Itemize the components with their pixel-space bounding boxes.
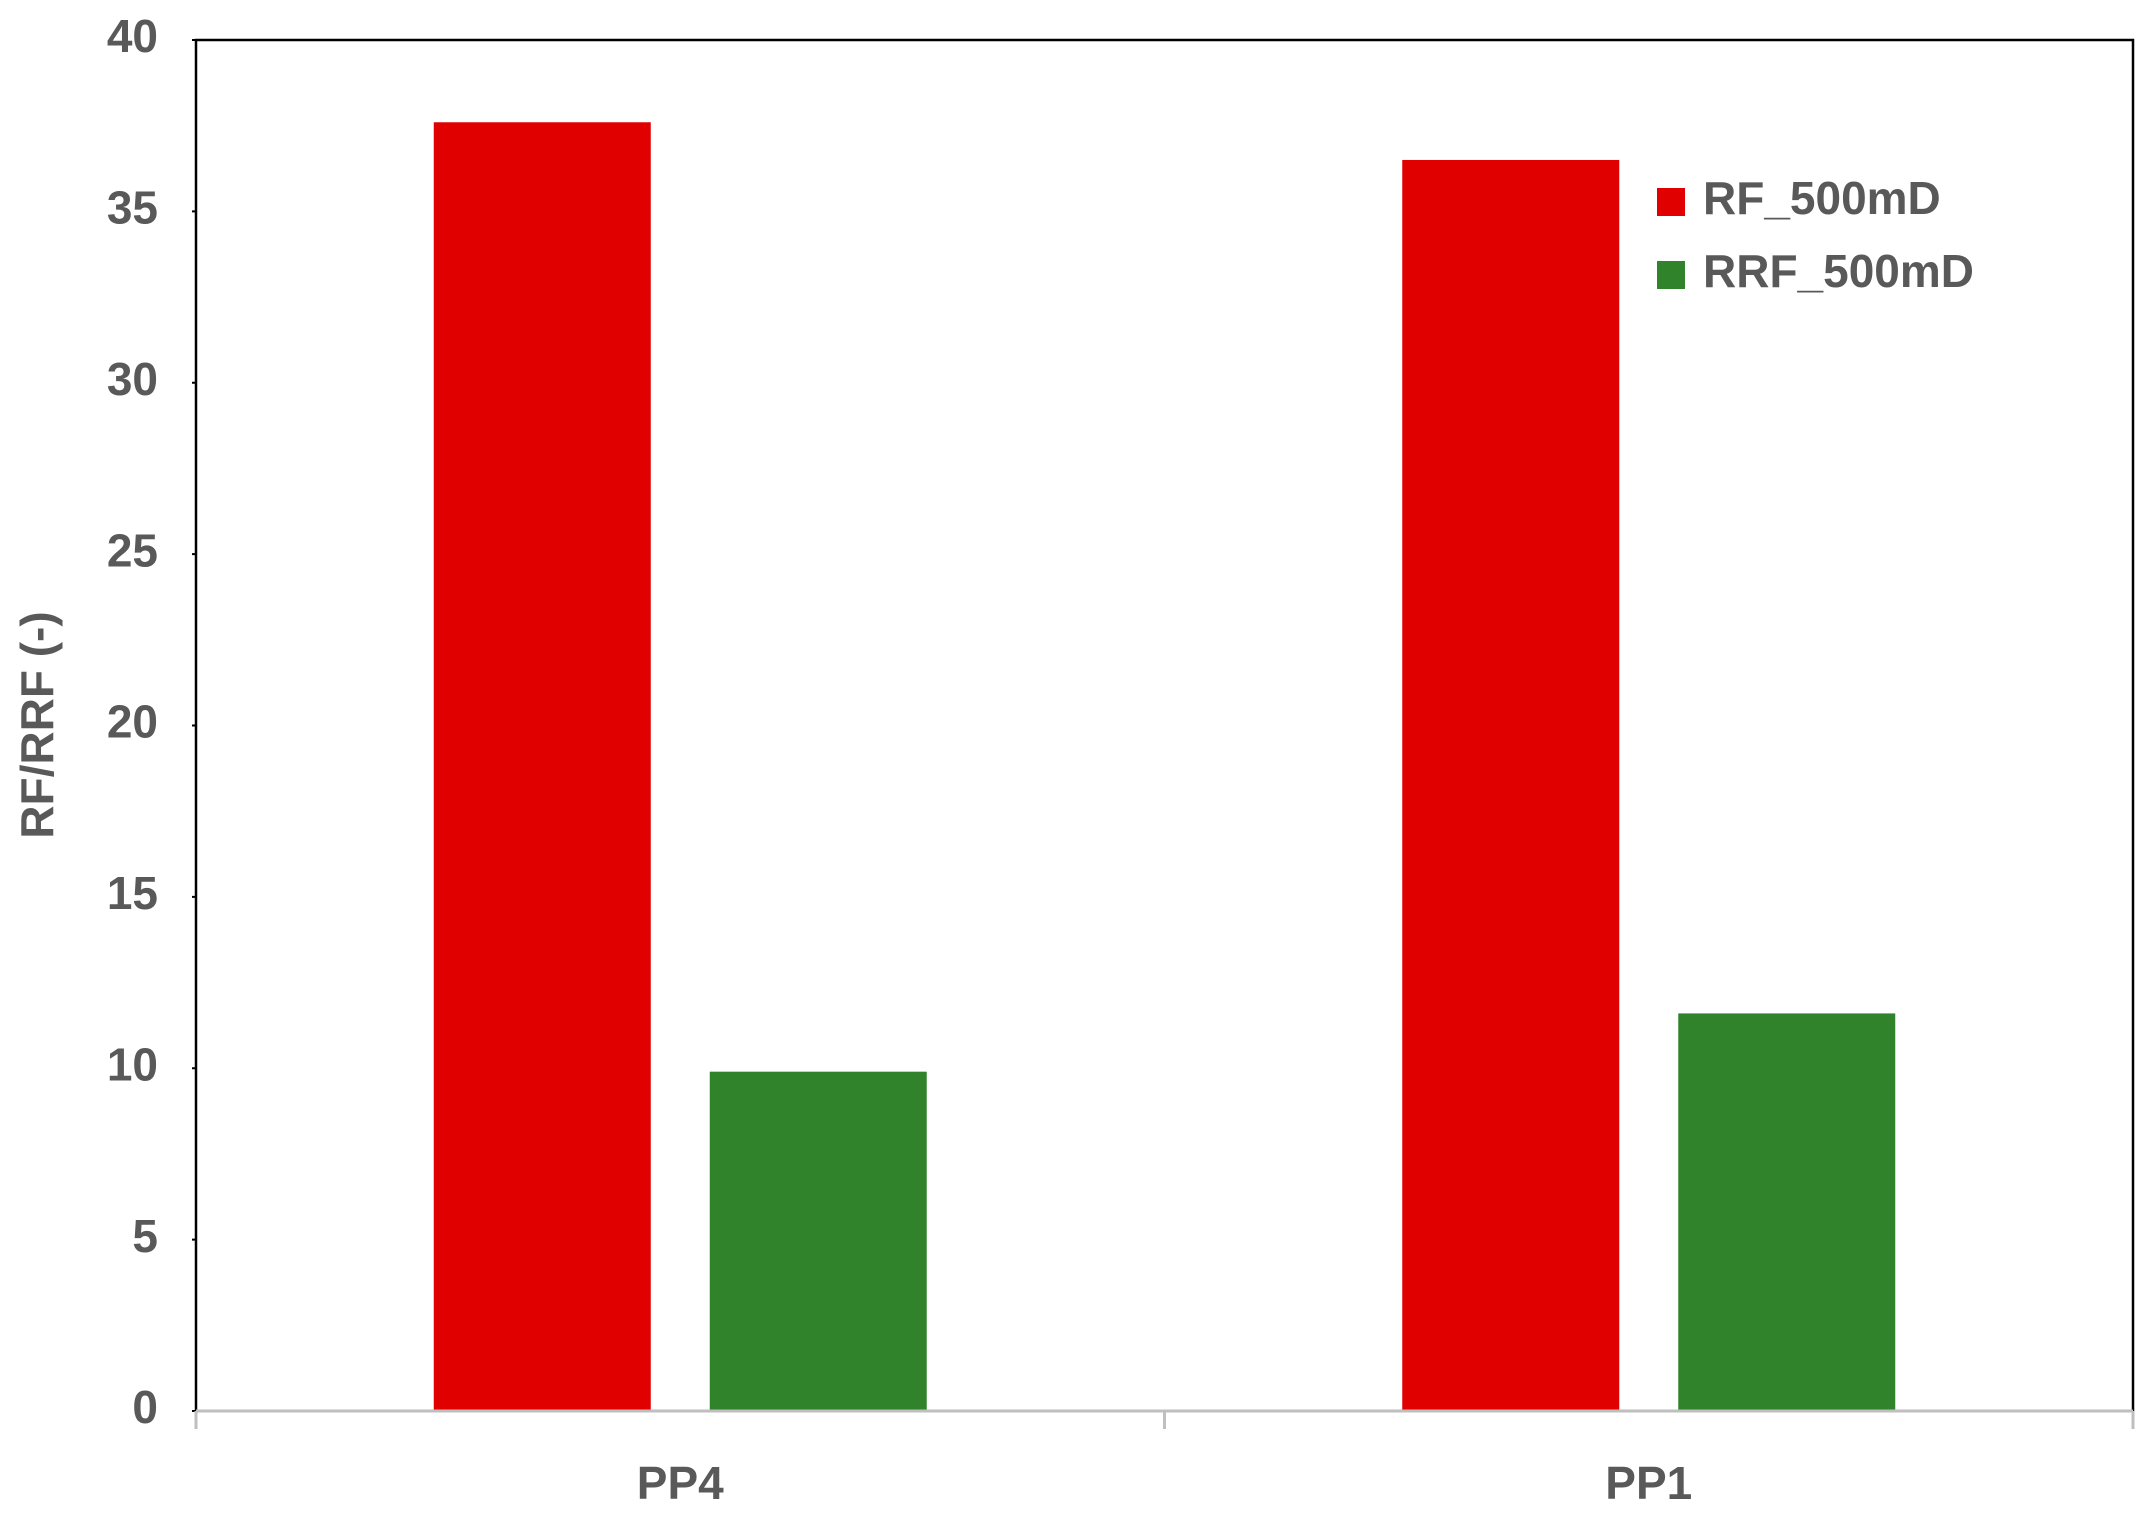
y-tick-label: 25 [107, 524, 158, 576]
y-tick-label: 0 [132, 1381, 158, 1433]
y-axis-label: RF/RRF (-) [11, 611, 63, 838]
bar [433, 122, 651, 1411]
legend-swatch [1657, 261, 1685, 289]
y-tick-label: 20 [107, 696, 158, 748]
x-tick-label: PP1 [1605, 1457, 1692, 1509]
legend-swatch [1657, 188, 1685, 216]
bar [1678, 1013, 1896, 1411]
legend-label: RRF_500mD [1703, 245, 1974, 297]
y-tick-label: 40 [107, 10, 158, 62]
bar [709, 1071, 927, 1411]
bar [1402, 159, 1620, 1411]
y-tick-label: 10 [107, 1038, 158, 1090]
y-tick-label: 35 [107, 182, 158, 234]
y-tick-label: 30 [107, 353, 158, 405]
y-tick-label: 5 [132, 1210, 158, 1262]
x-tick-label: PP4 [637, 1457, 724, 1509]
legend-label: RF_500mD [1703, 172, 1941, 224]
y-tick-label: 15 [107, 867, 158, 919]
